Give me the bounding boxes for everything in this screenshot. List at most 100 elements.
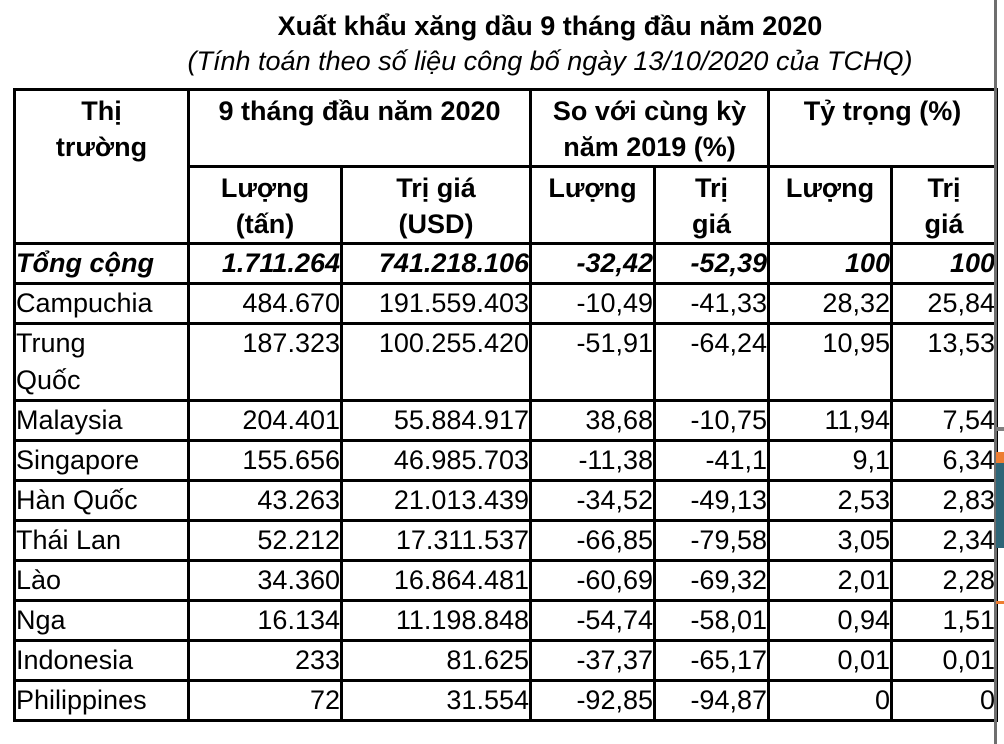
- cell-share-value: 2,34: [890, 519, 998, 562]
- cell-value-usd: 17.311.537: [340, 519, 532, 562]
- cell-share-quantity: 28,32: [767, 282, 893, 325]
- cell-market: Malaysia: [13, 399, 190, 442]
- cell-yoy-value: -52,39: [653, 242, 770, 285]
- header-quantity-tons: Lượng (tấn): [187, 165, 343, 245]
- table-row: Trung Quốc 187.323 100.255.420 -51,91 -64,24…: [13, 322, 998, 402]
- cell-yoy-value: -41,1: [653, 439, 770, 482]
- cell-yoy-quantity: -66,85: [529, 519, 656, 562]
- cell-yoy-value: -58,01: [653, 599, 770, 642]
- table-row: Nga 16.134 11.198.848 -54,74 -58,01 0,94 1,51: [13, 599, 998, 642]
- cell-quantity-tons: 52.212: [187, 519, 343, 562]
- title-block: Xuất khẩu xăng dầu 9 tháng đầu năm 2020 …: [96, 8, 1004, 78]
- cell-share-value: 0,01: [890, 639, 998, 682]
- cell-market: Trung Quốc: [13, 322, 190, 402]
- cell-yoy-quantity: -51,91: [529, 322, 656, 402]
- table-row: Indonesia 233 81.625 -37,37 -65,17 0,01 0,01: [13, 639, 998, 682]
- cell-market: Singapore: [13, 439, 190, 482]
- cell-quantity-tons: 16.134: [187, 599, 343, 642]
- cell-yoy-quantity: 38,68: [529, 399, 656, 442]
- cell-quantity-tons: 72: [187, 679, 343, 722]
- cell-yoy-value: -64,24: [653, 322, 770, 402]
- cell-yoy-quantity: -34,52: [529, 479, 656, 522]
- cell-quantity-tons: 155.656: [187, 439, 343, 482]
- header-market: Thị trường: [13, 88, 190, 245]
- cell-share-value: 6,34: [890, 439, 998, 482]
- cell-share-value: 7,54: [890, 399, 998, 442]
- cell-yoy-value: -65,17: [653, 639, 770, 682]
- header-value-usd: Trị giá (USD): [340, 165, 532, 245]
- cell-value-usd: 46.985.703: [340, 439, 532, 482]
- cell-share-quantity: 2,53: [767, 479, 893, 522]
- table-row: Lào 34.360 16.864.481 -60,69 -69,32 2,01 2,28: [13, 559, 998, 602]
- cell-value-usd: 191.559.403: [340, 282, 532, 325]
- header-group-yoy: So với cùng kỳ năm 2019 (%): [529, 88, 770, 168]
- table-row: Hàn Quốc 43.263 21.013.439 -34,52 -49,13 2,53…: [13, 479, 998, 522]
- cell-market: Nga: [13, 599, 190, 642]
- cell-share-value: 13,53: [890, 322, 998, 402]
- cell-value-usd: 81.625: [340, 639, 532, 682]
- cell-yoy-quantity: -10,49: [529, 282, 656, 325]
- cell-share-quantity: 3,05: [767, 519, 893, 562]
- chart-bar-orange-fragment: [996, 452, 1004, 463]
- cell-market: Tổng cộng: [13, 242, 190, 285]
- cell-share-quantity: 0,94: [767, 599, 893, 642]
- header-yoy-value: Trị giá: [653, 165, 770, 245]
- cell-value-usd: 11.198.848: [340, 599, 532, 642]
- cell-value-usd: 31.554: [340, 679, 532, 722]
- cell-value-usd: 55.884.917: [340, 399, 532, 442]
- cell-quantity-tons: 187.323: [187, 322, 343, 402]
- cell-quantity-tons: 484.670: [187, 282, 343, 325]
- cell-quantity-tons: 43.263: [187, 479, 343, 522]
- cell-market: Campuchia: [13, 282, 190, 325]
- cell-yoy-value: -94,87: [653, 679, 770, 722]
- cell-share-quantity: 0: [767, 679, 893, 722]
- cell-share-quantity: 0,01: [767, 639, 893, 682]
- header-yoy-quantity: Lượng: [529, 165, 656, 245]
- cell-yoy-quantity: -32,42: [529, 242, 656, 285]
- header-share-quantity: Lượng: [767, 165, 893, 245]
- cell-market: Lào: [13, 559, 190, 602]
- cell-share-quantity: 10,95: [767, 322, 893, 402]
- cell-market: Philippines: [13, 679, 190, 722]
- cell-yoy-value: -10,75: [653, 399, 770, 442]
- cell-yoy-value: -49,13: [653, 479, 770, 522]
- cell-yoy-quantity: -92,85: [529, 679, 656, 722]
- chart-gridline-fragment: [996, 427, 1004, 431]
- table-row: Malaysia 204.401 55.884.917 38,68 -10,75 11,9…: [13, 399, 998, 442]
- cell-market: Thái Lan: [13, 519, 190, 562]
- cell-yoy-value: -69,32: [653, 559, 770, 602]
- cell-share-quantity: 100: [767, 242, 893, 285]
- table-row-total: Tổng cộng 1.711.264 741.218.106 -32,42 -52,3…: [13, 242, 998, 285]
- page-edge-line: [994, 0, 997, 744]
- chart-tick-orange-fragment: [996, 601, 1004, 604]
- table-header: Thị trường 9 tháng đầu năm 2020 So với c…: [13, 88, 998, 245]
- header-group-period: 9 tháng đầu năm 2020: [187, 88, 532, 168]
- cell-share-quantity: 11,94: [767, 399, 893, 442]
- cell-yoy-quantity: -11,38: [529, 439, 656, 482]
- cell-value-usd: 100.255.420: [340, 322, 532, 402]
- header-group-share: Tỷ trọng (%): [767, 88, 998, 168]
- cell-quantity-tons: 233: [187, 639, 343, 682]
- cell-value-usd: 16.864.481: [340, 559, 532, 602]
- cell-share-value: 2,83: [890, 479, 998, 522]
- cell-value-usd: 21.013.439: [340, 479, 532, 522]
- table-row: Philippines 72 31.554 -92,85 -94,87 0 0: [13, 679, 998, 722]
- export-data-table: Thị trường 9 tháng đầu năm 2020 So với c…: [13, 88, 998, 722]
- cell-share-value: 0: [890, 679, 998, 722]
- cell-market: Indonesia: [13, 639, 190, 682]
- cell-yoy-quantity: -37,37: [529, 639, 656, 682]
- cell-market: Hàn Quốc: [13, 479, 190, 522]
- table-row: Singapore 155.656 46.985.703 -11,38 -41,1 9,1…: [13, 439, 998, 482]
- cell-yoy-quantity: -60,69: [529, 559, 656, 602]
- cell-share-quantity: 9,1: [767, 439, 893, 482]
- cell-share-value: 1,51: [890, 599, 998, 642]
- table-body: Tổng cộng 1.711.264 741.218.106 -32,42 -52,3…: [13, 242, 998, 722]
- cell-share-value: 100: [890, 242, 998, 285]
- page-title: Xuất khẩu xăng dầu 9 tháng đầu năm 2020: [277, 11, 823, 41]
- cell-yoy-quantity: -54,74: [529, 599, 656, 642]
- cell-share-quantity: 2,01: [767, 559, 893, 602]
- table-row: Thái Lan 52.212 17.311.537 -66,85 -79,58 3,05…: [13, 519, 998, 562]
- cell-quantity-tons: 204.401: [187, 399, 343, 442]
- cell-quantity-tons: 34.360: [187, 559, 343, 602]
